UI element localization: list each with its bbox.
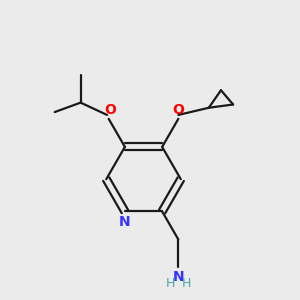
Text: O: O bbox=[104, 103, 116, 117]
Text: N: N bbox=[172, 270, 184, 283]
Text: H: H bbox=[166, 278, 175, 290]
Text: N: N bbox=[119, 215, 131, 229]
Text: O: O bbox=[172, 103, 184, 117]
Text: H: H bbox=[182, 278, 191, 290]
